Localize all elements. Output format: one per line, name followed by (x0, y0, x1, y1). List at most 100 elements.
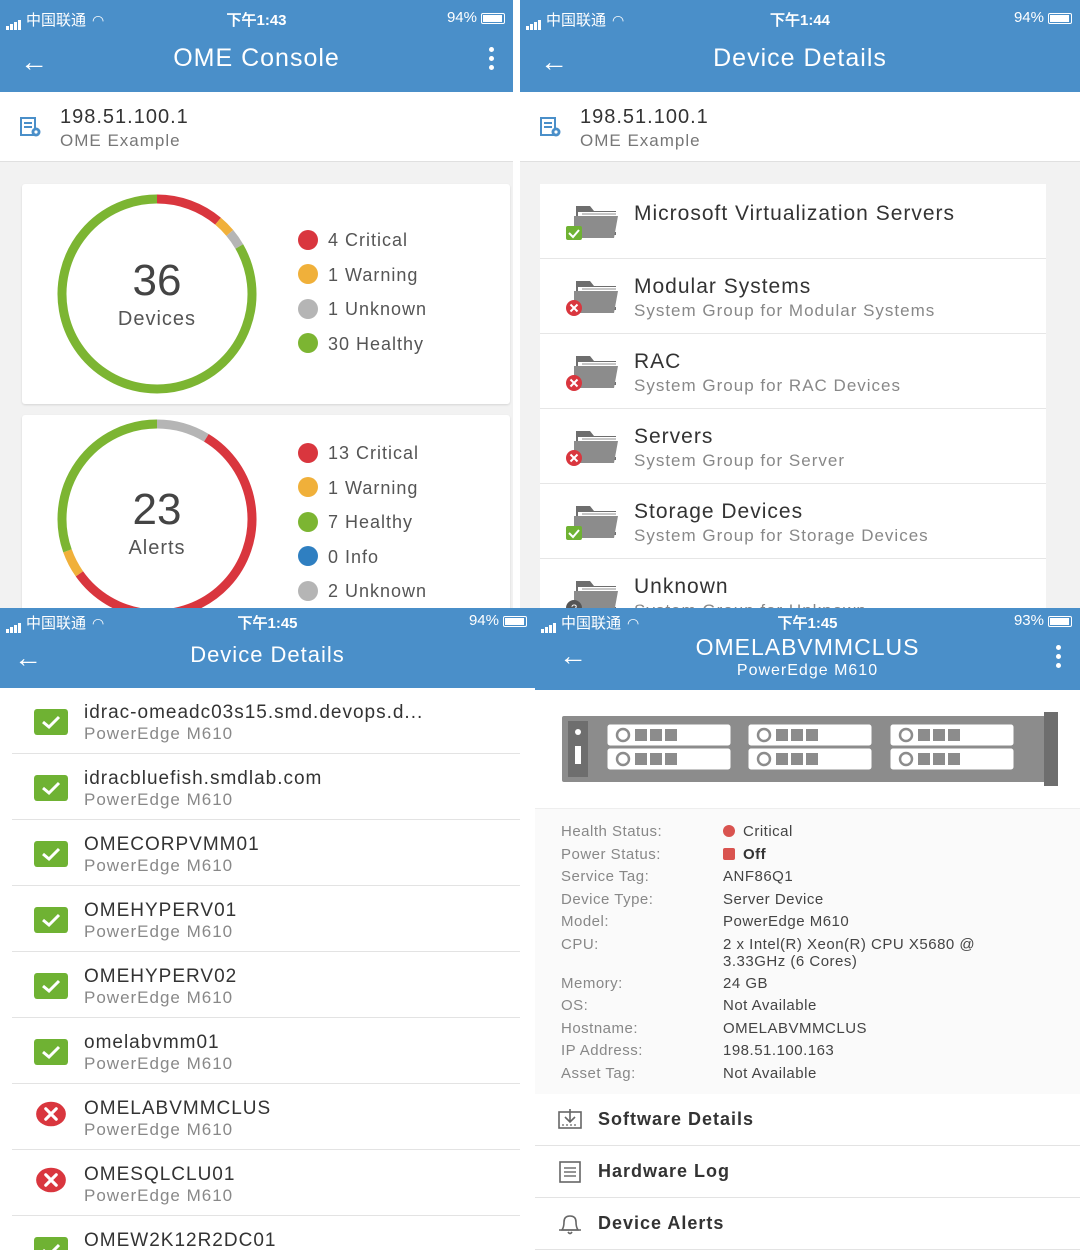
critical-x-icon (36, 1167, 66, 1193)
hardware-log-button[interactable]: Hardware Log (535, 1146, 1080, 1198)
console-info-bar[interactable]: 198.51.100.1 OME Example (520, 92, 1080, 162)
devices-summary-card[interactable]: 36 Devices 4 Critical 1 Warning 1 Unknow… (22, 184, 510, 404)
svg-text:?: ? (571, 603, 577, 608)
legend-critical: 4 Critical (298, 229, 427, 265)
device-model: PowerEdge M610 (84, 1120, 234, 1139)
carrier-label: 中国联通 (561, 615, 622, 632)
page-subtitle: PowerEdge M610 (736, 662, 879, 679)
status-time: 下午1:44 (769, 12, 831, 29)
device-list-item[interactable]: idracbluefish.smdlab.com PowerEdge M610 (12, 754, 520, 820)
healthy-dot (298, 333, 318, 354)
info-dot (298, 546, 318, 567)
device-model: PowerEdge M610 (84, 1054, 234, 1073)
more-options-icon[interactable] (487, 44, 495, 74)
folder-group-icon (566, 281, 618, 316)
status-bar: 中国联通 ◠ 下午1:45 93% (535, 608, 1080, 636)
bell-icon (559, 1215, 581, 1235)
alerts-summary-card[interactable]: 23 Alerts 13 Critical 1 Warning 7 Health… (22, 415, 510, 608)
console-ip: 198.51.100.1 (580, 106, 709, 128)
devices-count: 36 (132, 256, 182, 305)
device-name: OMECORPVMM01 (84, 834, 260, 855)
status-bar: 中国联通 ◠ 下午1:45 94% (0, 608, 535, 636)
device-group-item[interactable]: Servers System Group for Server (540, 409, 1046, 484)
group-description: System Group for Server (634, 451, 846, 470)
healthy-check-icon (34, 841, 68, 867)
healthy-dot (298, 511, 318, 532)
app-header: 中国联通 ◠ 下午1:45 93% ← OMELABVMMCLUS PowerEd… (535, 608, 1080, 690)
group-name: Modular Systems (634, 275, 812, 298)
donut-segment-unknown (156, 419, 209, 442)
critical-dot (298, 442, 318, 463)
folder-group-icon (566, 506, 618, 540)
device-model: PowerEdge M610 (84, 724, 234, 743)
donut-segment-healthy (57, 194, 257, 394)
console-info-bar[interactable]: 198.51.100.1 OME Example (0, 92, 513, 162)
donut-segment-critical (156, 194, 221, 225)
legend-unknown: 1 Unknown (298, 298, 427, 334)
device-model: PowerEdge M610 (84, 922, 234, 941)
battery-icon (1048, 12, 1072, 24)
device-list-screen: 中国联通 ◠ 下午1:45 94% ← Device Details idrac-… (0, 608, 535, 1250)
software-download-icon (558, 1109, 582, 1129)
console-server-icon (20, 117, 41, 137)
unknown-dot (298, 580, 318, 601)
device-list-item[interactable]: idrac-omeadc03s15.smd.devops.d... PowerE… (12, 688, 520, 754)
device-list-item[interactable]: OMEHYPERV02 PowerEdge M610 (12, 952, 520, 1018)
donut-segment-warning (63, 549, 84, 577)
group-name: Servers (634, 425, 714, 448)
group-description: System Group for Unknown (634, 601, 867, 608)
device-group-item[interactable]: Modular Systems System Group for Modular… (540, 259, 1046, 334)
server-image (535, 690, 1080, 808)
device-list-item[interactable]: OMECORPVMM01 PowerEdge M610 (12, 820, 520, 886)
device-list-item[interactable]: OMEHYPERV01 PowerEdge M610 (12, 886, 520, 952)
legend-info: 0 Info (298, 546, 427, 582)
log-document-icon (559, 1161, 581, 1183)
group-name: RAC (634, 350, 682, 373)
device-name: OMESQLCLU01 (84, 1164, 236, 1185)
device-list-item[interactable]: OMESQLCLU01 PowerEdge M610 (12, 1150, 520, 1216)
device-model: PowerEdge M610 (84, 988, 234, 1007)
device-list: idrac-omeadc03s15.smd.devops.d... PowerE… (12, 688, 520, 1250)
device-alerts-button[interactable]: Device Alerts (535, 1198, 1080, 1250)
legend-unknown: 2 Unknown (298, 580, 427, 608)
device-group-item[interactable]: RAC System Group for RAC Devices (540, 334, 1046, 409)
device-group-item[interactable]: Microsoft Virtualization Servers (540, 184, 1046, 259)
group-description: System Group for Storage Devices (634, 526, 929, 545)
folder-group-icon: ? (566, 581, 618, 608)
app-header: 中国联通 ◠ 下午1:45 94% ← Device Details (0, 608, 535, 688)
back-arrow-icon[interactable]: ← (559, 640, 587, 671)
battery-percent: 94% (446, 9, 477, 26)
battery-percent: 94% (468, 612, 499, 629)
donut-segment-healthy (57, 419, 158, 553)
group-description: System Group for RAC Devices (634, 376, 902, 395)
device-name: omelabvmm01 (84, 1032, 220, 1053)
software-details-button[interactable]: Software Details (535, 1094, 1080, 1146)
more-options-icon[interactable] (1054, 642, 1062, 672)
back-arrow-icon[interactable]: ← (540, 46, 568, 77)
alerts-legend: 13 Critical 1 Warning 7 Healthy 0 Info 2… (298, 442, 427, 608)
donut-segment-unknown (226, 230, 244, 249)
power-off-icon (723, 848, 735, 861)
device-group-item[interactable]: Storage Devices System Group for Storage… (540, 484, 1046, 559)
device-model: PowerEdge M610 (84, 1186, 234, 1205)
blade-server-icon (562, 712, 1058, 786)
ome-console-screen: 中国联通 ◠ 下午1:43 94% ← OME Console 198.51.10… (0, 0, 513, 608)
device-name: idracbluefish.smdlab.com (84, 768, 323, 789)
device-list-item[interactable]: omelabvmm01 PowerEdge M610 (12, 1018, 520, 1084)
device-list-item[interactable]: OMELABVMMCLUS PowerEdge M610 (12, 1084, 520, 1150)
healthy-check-icon (34, 775, 68, 801)
back-arrow-icon[interactable]: ← (14, 642, 42, 673)
console-ip: 198.51.100.1 (60, 106, 189, 128)
wifi-icon: ◠ (92, 615, 105, 631)
page-title: OME Console (173, 44, 340, 72)
back-arrow-icon[interactable]: ← (20, 46, 48, 77)
wifi-icon: ◠ (92, 12, 105, 28)
device-list-item[interactable]: OMEW2K12R2DC01 PowerEdge M610 (12, 1216, 520, 1250)
alerts-count: 23 (132, 485, 182, 534)
devices-donut-chart (57, 194, 257, 394)
healthy-check-icon (34, 1039, 68, 1065)
device-group-item[interactable]: ? Unknown System Group for Unknown (540, 559, 1046, 608)
signal-icon (6, 13, 22, 30)
carrier-label: 中国联通 (26, 615, 87, 632)
page-title: Device Details (713, 44, 887, 72)
